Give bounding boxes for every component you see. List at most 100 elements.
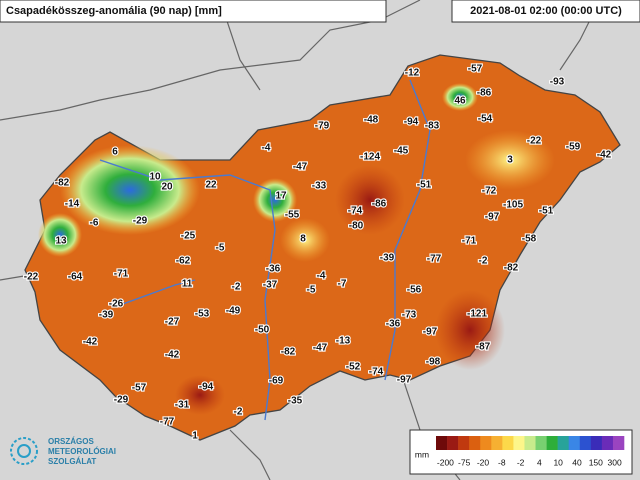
- station-value: 11: [182, 279, 193, 290]
- station-value: -47: [313, 343, 328, 354]
- logo-text: METEOROLÓGIAI: [48, 447, 116, 456]
- logo-text: ORSZÁGOS: [48, 437, 94, 446]
- station-value: -2: [479, 256, 488, 267]
- station-value: -12: [405, 68, 420, 79]
- station-value: -42: [83, 337, 98, 348]
- station-value: -94: [199, 382, 214, 393]
- legend-swatch: [458, 436, 470, 450]
- legend-swatch: [436, 436, 448, 450]
- station-value: -37: [263, 280, 278, 291]
- station-value: -79: [315, 121, 330, 132]
- station-value: -83: [425, 121, 440, 132]
- station-value: -57: [132, 383, 147, 394]
- station-value: -62: [176, 256, 191, 267]
- station-value: -82: [281, 347, 296, 358]
- legend-swatch: [568, 436, 581, 450]
- legend-swatch: [502, 436, 514, 450]
- station-value: -48: [364, 115, 379, 126]
- legend-swatch: [447, 436, 459, 450]
- station-value: -121: [467, 309, 487, 320]
- station-value: -71: [114, 269, 129, 280]
- station-value: 6: [112, 147, 118, 158]
- station-value: -6: [90, 218, 99, 229]
- station-value: -73: [402, 310, 417, 321]
- station-value: -71: [462, 236, 477, 247]
- station-value: -50: [255, 325, 270, 336]
- logo-text: SZOLGÁLAT: [48, 457, 96, 466]
- legend-swatch: [524, 436, 536, 450]
- station-value: -4: [317, 271, 326, 282]
- legend-tick: 4: [537, 457, 542, 467]
- legend-tick: -200: [437, 457, 454, 467]
- station-value: 22: [205, 180, 217, 191]
- time-box: [451, 0, 640, 23]
- station-value: -39: [380, 253, 395, 264]
- station-value: -47: [293, 162, 308, 173]
- station-value: -69: [269, 376, 284, 387]
- station-value: -64: [68, 272, 83, 283]
- station-value: -26: [109, 299, 124, 310]
- legend-tick: -2: [517, 457, 525, 467]
- legend-swatch: [612, 436, 625, 450]
- station-value: -77: [427, 254, 442, 265]
- station-value: -77: [160, 417, 175, 428]
- station-value: -57: [468, 64, 483, 75]
- station-value: -54: [478, 114, 493, 125]
- station-value: -87: [476, 342, 491, 353]
- station-value: -124: [360, 152, 380, 163]
- legend-swatch: [579, 436, 592, 450]
- logo: ORSZÁGOS METEOROLÓGIAI SZOLGÁLAT: [10, 437, 116, 466]
- station-value: -58: [522, 234, 537, 245]
- station-value: -7: [338, 279, 347, 290]
- legend-scale: mm -200 -75 -20 -8 -2 4 10 40 150 300: [415, 436, 625, 467]
- station-value: -36: [386, 319, 401, 330]
- legend-tick: 10: [553, 457, 563, 467]
- station-value: 3: [507, 155, 513, 166]
- legend-unit: mm: [415, 449, 429, 459]
- station-value: -45: [394, 146, 409, 157]
- legend-tick: -20: [477, 457, 490, 467]
- station-value: -56: [407, 285, 422, 296]
- legend-swatch: [557, 436, 570, 450]
- station-value: -35: [288, 396, 303, 407]
- shading: [38, 83, 555, 415]
- station-value: -29: [133, 216, 148, 227]
- station-value: -51: [417, 180, 432, 191]
- station-value: 10: [149, 172, 161, 183]
- legend-swatch: [546, 436, 558, 450]
- legend-swatch: [535, 436, 547, 450]
- legend-swatch: [480, 436, 492, 450]
- station-value: -72: [482, 186, 497, 197]
- station-value: -31: [175, 400, 190, 411]
- station-value: -2: [234, 407, 243, 418]
- station-value: 8: [300, 234, 306, 245]
- station-value: -42: [597, 150, 612, 161]
- legend-tick: 40: [572, 457, 582, 467]
- legend-tick: -8: [498, 457, 506, 467]
- station-value: -97: [485, 212, 500, 223]
- station-value: -42: [165, 350, 180, 361]
- station-value: -80: [349, 221, 364, 232]
- legend-tick: 150: [589, 457, 603, 467]
- station-value: -97: [397, 375, 412, 386]
- station-value: -4: [262, 143, 271, 154]
- station-value: -51: [539, 206, 554, 217]
- station-value: 46: [454, 96, 466, 107]
- station-value: -93: [550, 77, 565, 88]
- rivers: [99, 79, 431, 421]
- legend-tick: -75: [458, 457, 471, 467]
- station-value: -94: [404, 117, 419, 128]
- title-box: [0, 0, 387, 23]
- station-value: -86: [477, 88, 492, 99]
- station-value: -49: [226, 306, 241, 317]
- station-value: -55: [285, 210, 300, 221]
- station-value: -86: [372, 199, 387, 210]
- station-value: -105: [503, 200, 523, 211]
- station-value: -2: [232, 282, 241, 293]
- station-value: -82: [55, 178, 70, 189]
- station-value: -74: [348, 206, 363, 217]
- station-value: -27: [165, 317, 180, 328]
- station-value: -13: [336, 336, 351, 347]
